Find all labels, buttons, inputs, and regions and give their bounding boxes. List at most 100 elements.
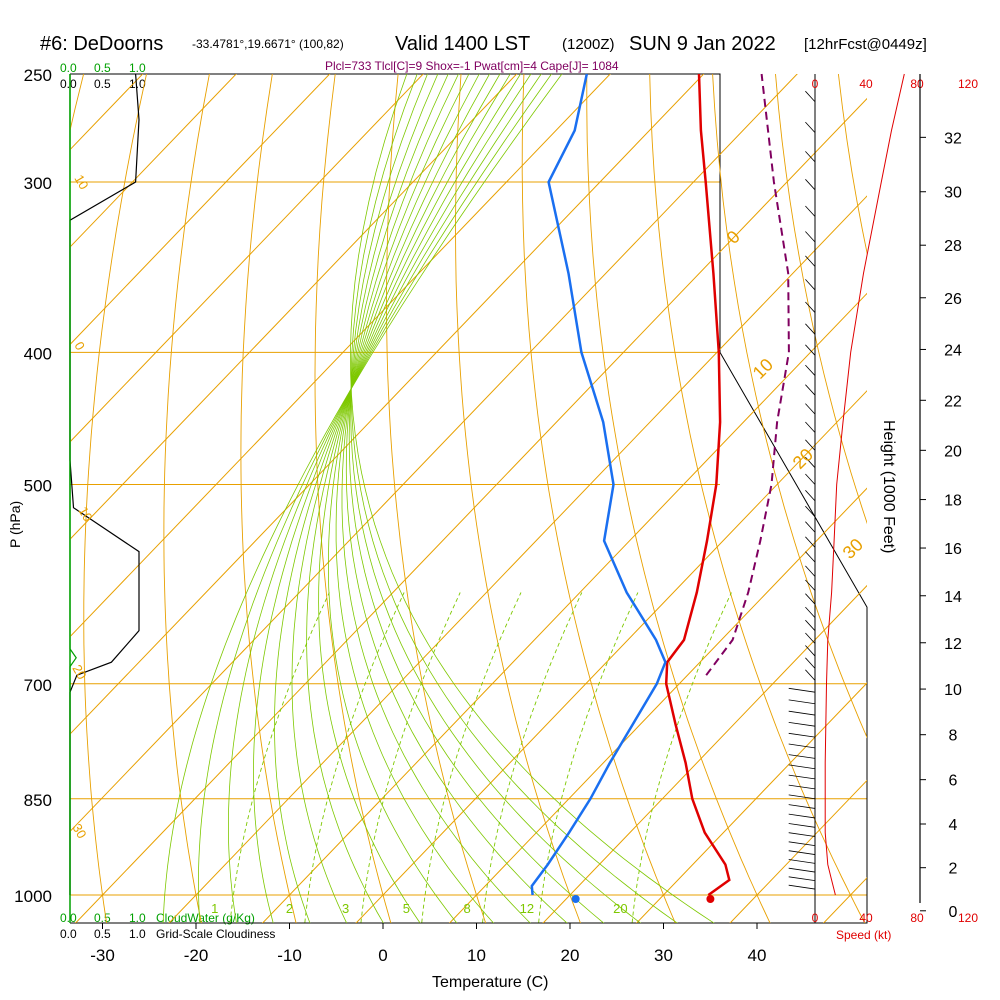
cloudiness-tick-top-1: 0.5 [94, 77, 111, 91]
wind-barb [805, 205, 816, 217]
wind-barb [788, 823, 816, 828]
dry-adiabat [896, 37, 1000, 929]
mixing-ratio-line [229, 592, 330, 923]
wind-barb [805, 384, 816, 396]
moist-adiabat [350, 74, 642, 923]
moist-adiabat [318, 74, 490, 923]
height-tick-label: 14 [944, 589, 962, 606]
dry-adiabat [586, 74, 771, 923]
wind-barb [805, 565, 816, 577]
wind-barb [805, 669, 816, 681]
wind-barb [805, 364, 816, 376]
wind-barb [788, 687, 816, 693]
wind-barb [805, 645, 816, 657]
speed-tick-top: 0 [812, 77, 819, 91]
wind-barb [805, 179, 816, 191]
theta-label: 10 [71, 172, 91, 192]
moist-adiabat [345, 74, 568, 923]
speed-tick-top: 80 [910, 77, 924, 91]
plot-frame [70, 73, 868, 924]
x-axis-title: Temperature (C) [432, 974, 548, 991]
zulu-time: (1200Z) [562, 36, 615, 53]
pressure-tick-label: 1000 [14, 887, 52, 906]
theta-label: 30 [69, 821, 89, 841]
wind-barb [788, 722, 816, 727]
wind-barb [788, 710, 816, 716]
dry-adiabat [386, 74, 487, 923]
moist-adiabat [341, 74, 531, 923]
height-axis-title: Height (1000 Feet) [880, 420, 897, 553]
cloudwater-tick-top-2: 1.0 [129, 61, 146, 75]
wind-barb [805, 657, 816, 669]
isotherm-line [70, 74, 705, 735]
wind-barb [805, 619, 816, 631]
cloudiness-tick-bottom-0: 0.0 [60, 927, 77, 941]
height-tick-label: 16 [944, 541, 962, 558]
speed-tick-bottom: 0 [812, 911, 819, 925]
dewpoint-surface-marker [571, 895, 580, 903]
y-axis-title: P (hPa) [7, 501, 23, 548]
cloudwater-tick-top-1: 0.5 [94, 61, 111, 75]
moist-adiabat [328, 74, 480, 923]
moist-adiabat [274, 74, 521, 923]
mixing-ratio-line [538, 592, 639, 923]
speed-tick-bottom: 40 [859, 911, 873, 925]
wind-barb [788, 794, 816, 800]
cloudwater-tick-bottom-2: 1.0 [129, 911, 146, 925]
height-tick-label: 12 [944, 636, 962, 653]
wind-barb [805, 606, 816, 618]
wind-barb [805, 490, 816, 502]
wind-barb [788, 867, 816, 873]
moist-adiabat [291, 74, 511, 923]
isotherm-line [70, 74, 331, 346]
wind-barb [805, 439, 816, 451]
dry-adiabat [163, 74, 210, 923]
height-tick-label: 24 [944, 342, 962, 359]
dry-adiabat-lines [70, 37, 1000, 929]
height-tick-label: 18 [944, 493, 962, 510]
cloudwater-tick-top-0: 0.0 [60, 61, 77, 75]
parcel-trace [705, 73, 790, 676]
isotherm-line [261, 292, 867, 923]
moist-adiabat [350, 74, 678, 923]
wind-barb [788, 859, 816, 864]
isotherm-line [70, 74, 611, 638]
height-tick-label: 10 [944, 682, 962, 699]
wind-barb [788, 732, 816, 738]
x-tick-label: 10 [467, 946, 486, 965]
x-tick-label: 30 [654, 946, 673, 965]
speed-tick-bottom: 120 [958, 911, 978, 925]
wind-barb [805, 231, 816, 243]
theta-label: 20 [69, 662, 89, 682]
pressure-tick-label: 700 [24, 676, 52, 695]
cloudwater-profile [69, 74, 77, 895]
height-tick-label: 4 [949, 817, 958, 834]
isotherm-line [70, 74, 798, 833]
cloudiness-tick-top-0: 0.0 [60, 77, 77, 91]
wind-barb [805, 301, 816, 313]
isotherm-line [448, 487, 867, 923]
wind-barb [788, 876, 816, 882]
wind-barb [788, 813, 816, 819]
station-title: #6: DeDoorns [40, 33, 163, 55]
speed-tick-bottom: 80 [910, 911, 924, 925]
pressure-tick-label: 850 [24, 791, 52, 810]
speed-axis-title: Speed (kt) [836, 928, 891, 942]
cloudiness-tick-bottom-1: 0.5 [94, 927, 111, 941]
temperature-surface-marker [706, 895, 715, 903]
wind-barb [788, 841, 816, 847]
wind-barb [788, 774, 816, 780]
isotherm-label: 30 [839, 535, 867, 563]
isotherm-line [542, 584, 867, 923]
isobar-grid [69, 73, 868, 924]
wind-barb [805, 521, 816, 533]
wind-barb [805, 151, 816, 163]
wind-barb [805, 456, 816, 468]
pressure-tick-label: 400 [24, 344, 52, 363]
x-tick-label: 40 [748, 946, 767, 965]
cloudiness-profile [69, 73, 140, 895]
isotherm-line [70, 74, 424, 443]
isotherm-line [74, 97, 867, 923]
